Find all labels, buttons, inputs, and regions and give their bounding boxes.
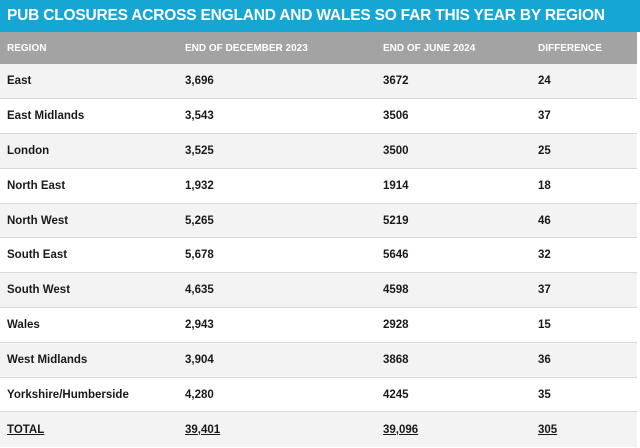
header-difference: DIFFERENCE — [538, 42, 602, 54]
header-region: REGION — [7, 42, 47, 54]
table-body: East 3,696 3672 24 East Midlands 3,543 3… — [0, 64, 637, 447]
cell-jun-2024: 4245 — [376, 377, 531, 413]
cell-difference: 37 — [531, 98, 637, 135]
cell-dec-2023: 4,280 — [178, 377, 376, 413]
total-label: TOTAL — [7, 423, 45, 436]
cell-difference: 25 — [531, 133, 637, 169]
cell-region: South West — [0, 272, 178, 309]
table-row: East 3,696 3672 24 — [0, 64, 637, 100]
cell-difference: 24 — [531, 64, 637, 100]
cell-difference: 37 — [531, 272, 637, 309]
cell-jun-2024: 3672 — [376, 64, 531, 100]
table-title: PUB CLOSURES ACROSS ENGLAND AND WALES SO… — [0, 0, 640, 32]
cell-difference: 35 — [531, 377, 637, 413]
cell-difference: 32 — [531, 237, 637, 274]
cell-region: Yorkshire/Humberside — [0, 377, 178, 413]
cell-dec-2023: 2,943 — [178, 307, 376, 343]
total-dec-2023: 39,401 — [185, 423, 221, 436]
header-jun-2024: END OF JUNE 2024 — [383, 42, 476, 54]
table-row: South East 5,678 5646 32 — [0, 237, 637, 274]
cell-region: East Midlands — [0, 98, 178, 135]
cell-difference: 36 — [531, 342, 637, 378]
cell-difference: 18 — [531, 168, 637, 204]
cell-dec-2023: 3,525 — [178, 133, 376, 169]
cell-region: South East — [0, 237, 178, 274]
cell-difference: 15 — [531, 307, 637, 343]
cell-region: North East — [0, 168, 178, 204]
table-header: REGION END OF DECEMBER 2023 END OF JUNE … — [0, 32, 637, 64]
cell-region: London — [0, 133, 178, 169]
cell-dec-2023: 3,904 — [178, 342, 376, 378]
cell-jun-2024: 3868 — [376, 342, 531, 378]
total-jun-2024: 39,096 — [383, 423, 419, 436]
cell-jun-2024: 3506 — [376, 98, 531, 135]
cell-dec-2023: 1,932 — [178, 168, 376, 204]
table-row: East Midlands 3,543 3506 37 — [0, 98, 637, 135]
table-row: Yorkshire/Humberside 4,280 4245 35 — [0, 377, 637, 413]
cell-region: North West — [0, 203, 178, 239]
pub-closures-table: REGION END OF DECEMBER 2023 END OF JUNE … — [0, 32, 637, 447]
cell-jun-2024: 1914 — [376, 168, 531, 204]
table-row: North East 1,932 1914 18 — [0, 168, 637, 204]
total-row: TOTAL 39,401 39,096 305 — [0, 411, 637, 447]
cell-jun-2024: 2928 — [376, 307, 531, 343]
cell-region: Wales — [0, 307, 178, 343]
cell-dec-2023: 3,696 — [178, 64, 376, 100]
cell-jun-2024: 5646 — [376, 237, 531, 274]
table-row: South West 4,635 4598 37 — [0, 272, 637, 309]
cell-jun-2024: 3500 — [376, 133, 531, 169]
total-difference: 305 — [538, 423, 558, 436]
table-row: North West 5,265 5219 46 — [0, 203, 637, 239]
header-dec-2023: END OF DECEMBER 2023 — [185, 42, 308, 54]
cell-dec-2023: 3,543 — [178, 98, 376, 135]
cell-dec-2023: 5,678 — [178, 237, 376, 274]
header-row: REGION END OF DECEMBER 2023 END OF JUNE … — [0, 32, 637, 64]
cell-region: West Midlands — [0, 342, 178, 378]
cell-jun-2024: 5219 — [376, 203, 531, 239]
table-row: Wales 2,943 2928 15 — [0, 307, 637, 343]
pub-closures-table-container: REGION END OF DECEMBER 2023 END OF JUNE … — [0, 32, 637, 447]
table-row: West Midlands 3,904 3868 36 — [0, 342, 637, 378]
cell-dec-2023: 5,265 — [178, 203, 376, 239]
cell-region: East — [0, 64, 178, 100]
table-row: London 3,525 3500 25 — [0, 133, 637, 169]
cell-jun-2024: 4598 — [376, 272, 531, 309]
cell-dec-2023: 4,635 — [178, 272, 376, 309]
cell-difference: 46 — [531, 203, 637, 239]
